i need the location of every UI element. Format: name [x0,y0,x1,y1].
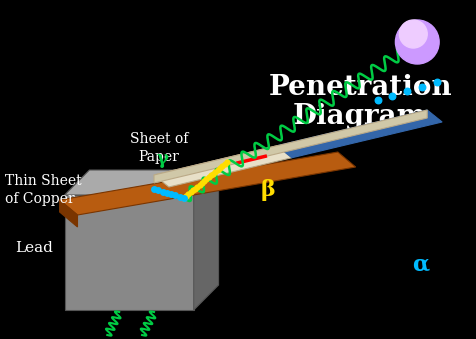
Point [167,192,175,197]
Text: Lead: Lead [15,241,53,255]
Point [188,188,196,193]
Point [159,189,166,194]
Point [373,97,380,103]
Polygon shape [154,146,291,187]
Point [196,182,203,187]
Point [171,193,178,198]
Polygon shape [60,200,77,227]
Point [202,177,210,182]
Point [175,194,183,199]
Point [432,79,440,85]
Text: Sheet of
Paper: Sheet of Paper [129,132,188,164]
Circle shape [395,20,438,64]
Point [218,163,226,169]
Point [182,194,189,199]
Point [417,84,425,89]
Point [193,184,201,190]
Point [200,178,208,184]
Polygon shape [154,110,426,183]
Point [403,88,410,94]
Polygon shape [277,110,441,158]
Point [179,195,187,201]
Point [211,169,219,175]
Point [388,93,396,98]
Point [213,167,221,173]
Point [222,160,230,165]
Point [179,195,187,201]
Point [207,173,214,178]
Point [150,186,158,192]
Point [209,171,217,176]
Text: γ: γ [156,150,168,168]
Point [187,190,194,195]
Text: Thin Sheet
of Copper: Thin Sheet of Copper [5,174,81,206]
Polygon shape [193,170,218,310]
Point [198,180,205,186]
Point [204,175,212,180]
Point [184,192,192,197]
Text: β: β [260,179,275,201]
Text: α: α [411,254,428,275]
Polygon shape [64,170,218,195]
Point [216,165,223,171]
Polygon shape [60,152,355,215]
Polygon shape [64,195,193,310]
Point [191,186,198,191]
Point [154,188,162,193]
Point [220,161,228,167]
Circle shape [398,20,426,48]
Point [163,190,170,196]
Text: Penetration
Diagram: Penetration Diagram [268,74,451,130]
